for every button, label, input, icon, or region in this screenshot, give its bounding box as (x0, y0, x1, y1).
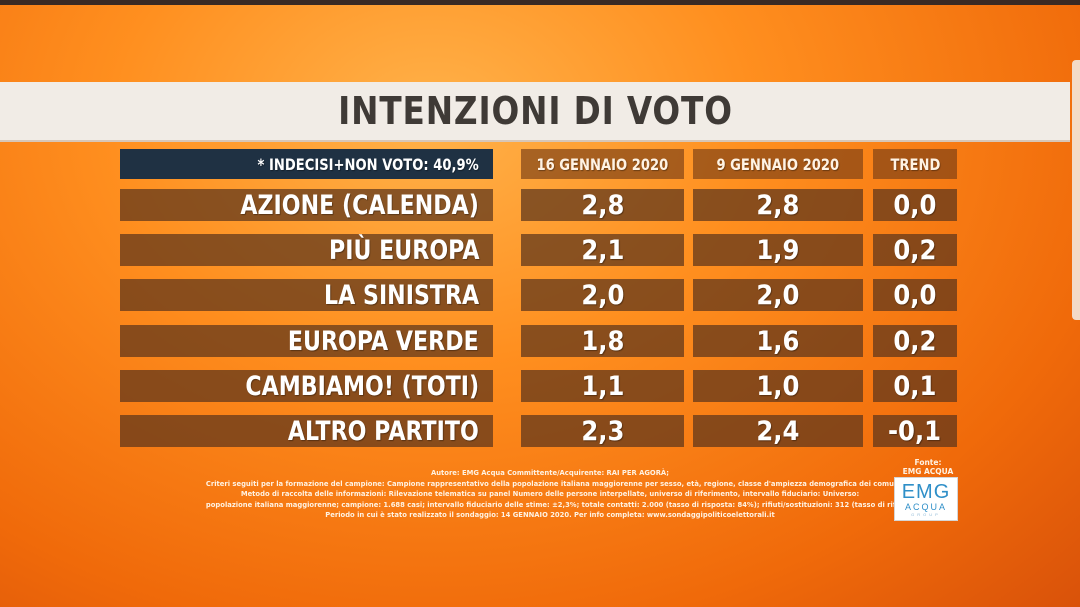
column-header-16-jan: 16 GENNAIO 2020 (521, 149, 684, 179)
value-16-jan: 2,3 (580, 415, 625, 447)
undecided-note: * INDECISI+NON VOTO: 40,9% (120, 149, 493, 179)
column-header-9-jan-text: 9 GENNAIO 2020 (716, 154, 840, 174)
footnote-line: Autore: EMG Acqua Committente/Acquirente… (430, 468, 670, 477)
value-16-jan: 2,8 (580, 189, 625, 221)
logo-emg-text: EMG (901, 480, 951, 503)
trend-value-cell: 0,0 (873, 279, 957, 311)
value-16-jan-cell: 2,3 (521, 415, 684, 447)
undecided-note-text: * INDECISI+NON VOTO: 40,9% (257, 154, 479, 174)
value-9-jan: 1,0 (756, 370, 800, 402)
value-9-jan: 1,6 (756, 325, 800, 357)
party-label-cell: LA SINISTRA (120, 279, 493, 311)
footnote-line: Metodo di raccolta delle informazioni: R… (240, 489, 860, 498)
value-9-jan: 2,8 (756, 189, 800, 221)
value-9-jan: 2,0 (756, 279, 800, 311)
value-9-jan-cell: 2,8 (693, 189, 863, 221)
trend-value: 0,0 (893, 189, 937, 221)
trend-value: 0,2 (893, 234, 937, 266)
footnote-line: Periodo in cui è stato realizzato il son… (325, 510, 775, 519)
column-header-9-jan: 9 GENNAIO 2020 (693, 149, 863, 179)
emg-logo: EMG ACQUA GROUP (894, 477, 958, 521)
value-9-jan-cell: 1,9 (693, 234, 863, 266)
methodology-notes: Autore: EMG Acqua Committente/Acquirente… (180, 468, 936, 521)
trend-value: -0,1 (888, 415, 942, 447)
screen-edge-overlay (1072, 60, 1080, 320)
value-9-jan-cell: 2,0 (693, 279, 863, 311)
party-label: EUROPA VERDE (288, 325, 479, 357)
value-16-jan-cell: 2,0 (521, 279, 684, 311)
party-label: LA SINISTRA (323, 279, 479, 311)
column-header-trend: TREND (873, 149, 957, 179)
value-9-jan-cell: 1,0 (693, 370, 863, 402)
party-label-cell: ALTRO PARTITO (120, 415, 493, 447)
value-16-jan-cell: 1,1 (521, 370, 684, 402)
column-header-16-jan-text: 16 GENNAIO 2020 (536, 154, 669, 174)
value-16-jan-cell: 1,8 (521, 325, 684, 357)
top-dark-strip (0, 0, 1080, 5)
value-9-jan-cell: 2,4 (693, 415, 863, 447)
footnote-line: popolazione italiana maggiorenne; campio… (205, 499, 936, 509)
trend-value-cell: -0,1 (873, 415, 957, 447)
trend-value: 0,0 (893, 279, 937, 311)
party-label-cell: PIÙ EUROPA (120, 234, 493, 266)
trend-value: 0,1 (893, 370, 937, 402)
party-label-cell: EUROPA VERDE (120, 325, 493, 357)
value-9-jan-cell: 1,6 (693, 325, 863, 357)
column-header-trend-text: TREND (890, 154, 940, 174)
value-16-jan-cell: 2,1 (521, 234, 684, 266)
trend-value-cell: 0,1 (873, 370, 957, 402)
trend-value-cell: 0,2 (873, 325, 957, 357)
value-16-jan: 1,8 (580, 325, 625, 357)
value-16-jan-cell: 2,8 (521, 189, 684, 221)
value-16-jan: 2,0 (580, 279, 625, 311)
footnote-line: Criteri seguiti per la formazione del ca… (205, 478, 902, 488)
trend-value: 0,2 (893, 325, 937, 357)
value-16-jan: 2,1 (580, 234, 625, 266)
party-label-cell: CAMBIAMO! (TOTI) (120, 370, 493, 402)
value-9-jan: 2,4 (756, 415, 800, 447)
party-label: PIÙ EUROPA (328, 234, 479, 266)
page-title: INTENZIONI DI VOTO (337, 89, 733, 133)
value-16-jan: 1,1 (580, 370, 625, 402)
party-label: AZIONE (CALENDA) (240, 189, 479, 221)
party-label-cell: AZIONE (CALENDA) (120, 189, 493, 221)
party-label: CAMBIAMO! (TOTI) (245, 370, 479, 402)
value-9-jan: 1,9 (756, 234, 800, 266)
logo-acqua-text: ACQUA (904, 501, 947, 512)
logo-group-text: GROUP (911, 511, 941, 517)
source-label-text: Fonte: (914, 458, 942, 467)
trend-value-cell: 0,2 (873, 234, 957, 266)
trend-value-cell: 0,0 (873, 189, 957, 221)
title-bar: INTENZIONI DI VOTO (0, 82, 1070, 142)
party-label: ALTRO PARTITO (288, 415, 479, 447)
